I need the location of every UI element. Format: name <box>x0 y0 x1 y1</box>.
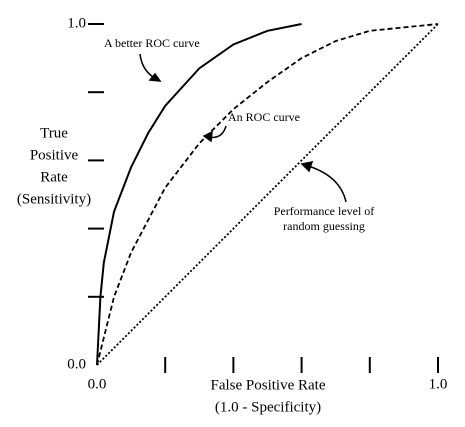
arrow <box>304 164 347 203</box>
y-axis-label: (Sensitivity) <box>17 191 91 207</box>
y-axis-label: Positive <box>30 147 79 163</box>
annotation: random guessing <box>283 219 365 233</box>
y-tick-label: 1.0 <box>67 15 86 31</box>
annotation: Performance level of <box>274 204 375 218</box>
arrowhead <box>148 72 162 82</box>
y-axis-label: True <box>40 125 68 141</box>
x-axis-label: False Positive Rate <box>211 377 326 393</box>
arrowhead <box>300 161 314 173</box>
x-axis-label: (1.0 - Specificity) <box>215 399 321 415</box>
roc-curve <box>96 23 439 366</box>
x-tick-label: 0.0 <box>88 376 107 392</box>
roc-curve <box>96 23 439 366</box>
annotation: An ROC curve <box>228 110 300 124</box>
y-axis-label: Rate <box>40 169 68 185</box>
roc-curve <box>96 23 302 366</box>
annotation: A better ROC curve <box>104 36 200 50</box>
x-tick-label: 1.0 <box>429 376 448 392</box>
y-tick-label: 0.0 <box>67 356 86 372</box>
arrowhead <box>202 130 213 143</box>
